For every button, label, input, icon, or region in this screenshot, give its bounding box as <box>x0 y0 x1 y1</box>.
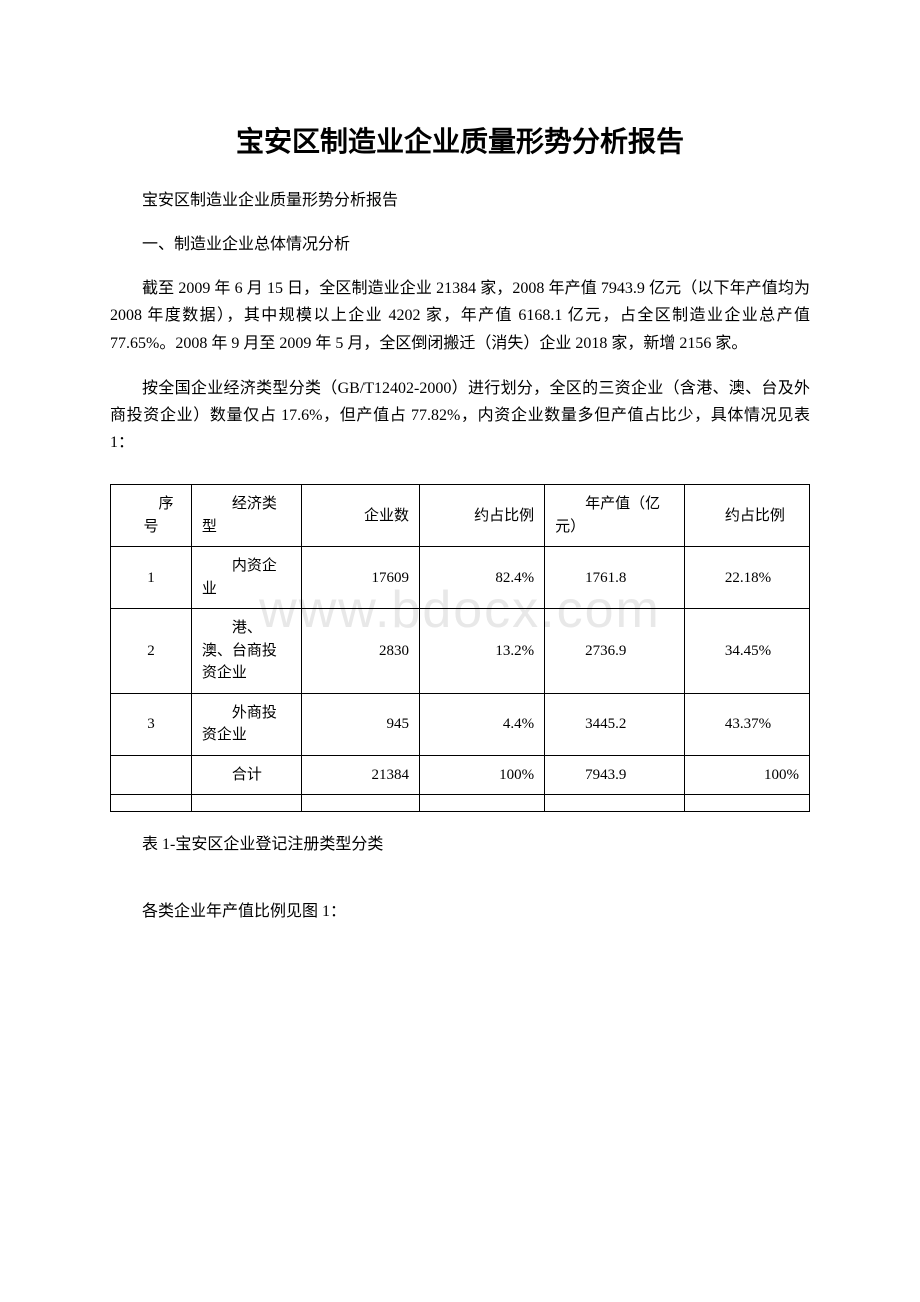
cell-pct2 <box>684 795 809 812</box>
table-caption: 表 1-宝安区企业登记注册类型分类 <box>110 832 810 858</box>
cell-pct1: 100% <box>420 755 545 795</box>
cell-count: 21384 <box>302 755 420 795</box>
cell-count: 17609 <box>302 547 420 609</box>
cell-type: 港、澳、台商投资企业 <box>191 609 301 694</box>
header-type: 经济类型 <box>191 485 301 547</box>
page-title: 宝安区制造业企业质量形势分析报告 <box>110 120 810 160</box>
cell-value: 3445.2 <box>545 693 685 755</box>
cell-pct1: 82.4% <box>420 547 545 609</box>
table-header-row: 序号 经济类型 企业数 约占比例 年产值（亿元） 约占比例 <box>111 485 810 547</box>
header-seq: 序号 <box>111 485 192 547</box>
cell-seq: 1 <box>111 547 192 609</box>
cell-seq <box>111 755 192 795</box>
cell-pct1: 13.2% <box>420 609 545 694</box>
cell-value: 7943.9 <box>545 755 685 795</box>
cell-count: 2830 <box>302 609 420 694</box>
cell-pct2: 22.18% <box>684 547 809 609</box>
cell-value: 1761.8 <box>545 547 685 609</box>
subtitle-text: 宝安区制造业企业质量形势分析报告 <box>110 188 810 214</box>
cell-value <box>545 795 685 812</box>
cell-type <box>191 795 301 812</box>
cell-type: 合计 <box>191 755 301 795</box>
table-row: 合计 21384 100% 7943.9 100% <box>111 755 810 795</box>
cell-pct1: 4.4% <box>420 693 545 755</box>
data-table: 序号 经济类型 企业数 约占比例 年产值（亿元） 约占比例 1 内资企业 176… <box>110 484 810 812</box>
header-value: 年产值（亿元） <box>545 485 685 547</box>
header-pct2: 约占比例 <box>684 485 809 547</box>
section-heading: 一、制造业企业总体情况分析 <box>110 232 810 258</box>
header-pct1: 约占比例 <box>420 485 545 547</box>
table-row: 3 外商投资企业 945 4.4% 3445.2 43.37% <box>111 693 810 755</box>
header-count: 企业数 <box>302 485 420 547</box>
cell-pct2: 100% <box>684 755 809 795</box>
cell-value: 2736.9 <box>545 609 685 694</box>
cell-pct2: 43.37% <box>684 693 809 755</box>
cell-type: 外商投资企业 <box>191 693 301 755</box>
cell-count: 945 <box>302 693 420 755</box>
cell-seq: 3 <box>111 693 192 755</box>
paragraph-3: 各类企业年产值比例见图 1： <box>110 898 810 925</box>
cell-pct2: 34.45% <box>684 609 809 694</box>
document-content: 宝安区制造业企业质量形势分析报告 宝安区制造业企业质量形势分析报告 一、制造业企… <box>110 120 810 925</box>
cell-pct1 <box>420 795 545 812</box>
cell-count <box>302 795 420 812</box>
table-row: 1 内资企业 17609 82.4% 1761.8 22.18% <box>111 547 810 609</box>
paragraph-1: 截至 2009 年 6 月 15 日，全区制造业企业 21384 家，2008 … <box>110 275 810 357</box>
paragraph-2: 按全国企业经济类型分类（GB/T12402-2000）进行划分，全区的三资企业（… <box>110 375 810 457</box>
table-row: 2 港、澳、台商投资企业 2830 13.2% 2736.9 34.45% <box>111 609 810 694</box>
cell-type: 内资企业 <box>191 547 301 609</box>
table-row <box>111 795 810 812</box>
cell-seq: 2 <box>111 609 192 694</box>
cell-seq <box>111 795 192 812</box>
